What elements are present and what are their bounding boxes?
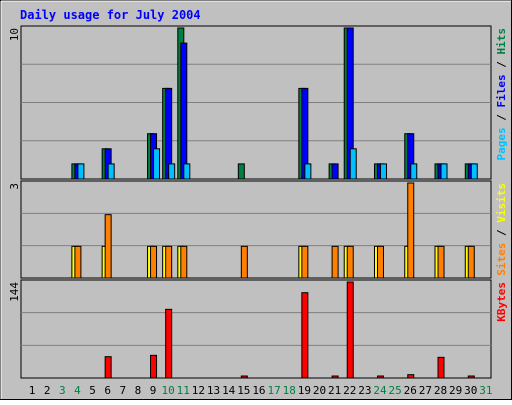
bar-sites-day-10 — [165, 245, 173, 279]
x-tick-label: 9 — [150, 384, 157, 397]
bar-kbytes-day-28 — [437, 356, 445, 379]
x-tick-label: 2 — [44, 384, 51, 397]
bar-pages-day-30 — [470, 163, 478, 180]
legend-part-0: KBytes — [495, 282, 508, 322]
x-tick-label: 3 — [59, 384, 66, 397]
x-tick-label: 7 — [119, 384, 126, 397]
bar-pages-day-19 — [304, 163, 312, 180]
legend-part-2: Files — [495, 74, 508, 107]
bar-kbytes-day-9 — [150, 354, 158, 379]
chart-title: Daily usage for July 2004 — [20, 8, 201, 22]
bar-pages-day-10 — [168, 163, 176, 180]
bar-pages-day-9 — [153, 148, 161, 180]
x-tick-label: 19 — [298, 384, 311, 397]
x-tick-label: 12 — [192, 384, 205, 397]
legend-part-4: Hits — [495, 28, 508, 55]
x-tick-label: 27 — [419, 384, 432, 397]
bar-files-day-11 — [180, 42, 188, 180]
legend-part-0: Sites — [495, 243, 508, 276]
bar-kbytes-day-10 — [165, 308, 173, 379]
bar-pages-day-26 — [410, 163, 418, 180]
bar-kbytes-day-19 — [301, 292, 309, 379]
x-tick-label: 17 — [267, 384, 280, 397]
bar-sites-day-30 — [467, 245, 475, 279]
x-tick-label: 4 — [74, 384, 81, 397]
bar-sites-day-15 — [240, 245, 248, 279]
bar-sites-day-26 — [407, 182, 415, 279]
bar-sites-day-24 — [376, 245, 384, 279]
x-tick-label: 15 — [237, 384, 250, 397]
x-tick-label: 21 — [328, 384, 341, 397]
x-tick-label: 23 — [358, 384, 371, 397]
bar-sites-day-19 — [301, 245, 309, 279]
legend-part-3: / — [495, 55, 508, 75]
x-tick-label: 29 — [449, 384, 462, 397]
x-tick-label: 25 — [388, 384, 401, 397]
panel-visits: 3 Sites / Visits — [8, 180, 508, 279]
x-tick-label: 8 — [135, 384, 142, 397]
x-tick-label: 24 — [373, 384, 387, 397]
x-tick-label: 6 — [104, 384, 111, 397]
legend-part-0: Pages — [495, 127, 508, 160]
x-tick-label: 18 — [283, 384, 296, 397]
x-tick-label: 11 — [177, 384, 190, 397]
x-tick-label: 20 — [313, 384, 326, 397]
panel-kbytes: 144 KBytes — [8, 279, 508, 379]
bar-sites-day-22 — [346, 245, 354, 279]
bar-kbytes-day-21 — [331, 375, 339, 379]
panel-visits-plot-area — [20, 180, 492, 279]
bar-files-day-21 — [331, 163, 339, 180]
x-tick-label: 28 — [434, 384, 447, 397]
panel-hits-ymax-label: 10 — [8, 28, 21, 41]
bar-kbytes-day-24 — [376, 375, 384, 379]
chart-panels: 10 Pages / Files / Hits 3 Sites / Visits 144… — [8, 25, 508, 379]
panel-visits-ymax-label: 3 — [8, 183, 21, 190]
x-tick-label: 16 — [252, 384, 265, 397]
bar-pages-day-22 — [349, 148, 357, 180]
x-tick-label: 26 — [404, 384, 417, 397]
legend-part-1: / — [495, 108, 508, 128]
x-tick-label: 31 — [479, 384, 492, 397]
bar-kbytes-day-15 — [240, 375, 248, 379]
panel-kbytes-plot-area — [20, 279, 492, 379]
panel-visits-legend: Sites / Visits — [495, 183, 508, 276]
bar-sites-day-6 — [104, 214, 112, 279]
panel-kbytes-legend: KBytes — [495, 282, 508, 322]
legend-part-2: Visits — [495, 183, 508, 223]
bar-pages-day-24 — [379, 163, 387, 180]
bar-sites-day-11 — [180, 245, 188, 279]
legend-part-1: / — [495, 223, 508, 243]
bar-pages-day-11 — [183, 163, 191, 180]
bar-pages-day-6 — [107, 163, 115, 180]
x-tick-label: 5 — [89, 384, 96, 397]
bar-hits-day-15 — [237, 163, 245, 180]
x-tick-label: 1 — [29, 384, 36, 397]
x-axis: 1 2 3 4 5 6 7 8 9 10 11 12 13 14 15 16 17 18 19 20 21 22 23 24 2… — [29, 384, 493, 397]
bar-kbytes-day-6 — [104, 356, 112, 379]
x-tick-label: 30 — [464, 384, 477, 397]
x-tick-label: 10 — [162, 384, 175, 397]
panel-hits: 10 Pages / Files / Hits — [8, 25, 508, 180]
panel-hits-legend: Pages / Files / Hits — [495, 28, 508, 161]
bar-kbytes-day-22 — [346, 281, 354, 379]
bar-sites-day-9 — [150, 245, 158, 279]
x-tick-label: 13 — [207, 384, 220, 397]
bar-pages-day-4 — [77, 163, 85, 180]
bar-sites-day-21 — [331, 245, 339, 279]
bar-kbytes-day-30 — [467, 375, 475, 379]
panel-kbytes-ymax-label: 144 — [8, 282, 21, 302]
bar-sites-day-4 — [74, 245, 82, 279]
bar-pages-day-28 — [440, 163, 448, 180]
bar-sites-day-28 — [437, 245, 445, 279]
x-tick-label: 22 — [343, 384, 356, 397]
bar-kbytes-day-26 — [407, 374, 415, 379]
x-tick-label: 14 — [222, 384, 236, 397]
